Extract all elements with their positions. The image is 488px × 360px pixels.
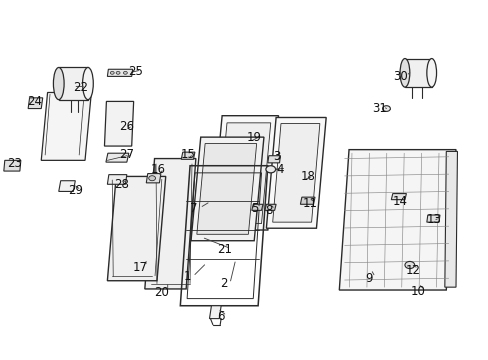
Polygon shape: [146, 174, 161, 183]
Text: 31: 31: [371, 102, 386, 115]
Text: 4: 4: [276, 163, 284, 176]
Polygon shape: [390, 194, 406, 200]
Polygon shape: [144, 158, 196, 289]
Text: 10: 10: [410, 285, 425, 298]
Ellipse shape: [426, 59, 436, 87]
Circle shape: [148, 176, 155, 181]
Text: 3: 3: [272, 150, 280, 163]
Text: 20: 20: [154, 286, 169, 299]
Polygon shape: [181, 152, 195, 159]
Polygon shape: [41, 93, 91, 160]
Text: 13: 13: [426, 213, 441, 226]
Polygon shape: [426, 215, 439, 222]
Polygon shape: [28, 98, 42, 109]
Text: 11: 11: [303, 197, 318, 210]
Polygon shape: [272, 123, 319, 222]
Polygon shape: [107, 175, 126, 184]
Circle shape: [110, 71, 114, 74]
Ellipse shape: [53, 67, 64, 100]
Text: 27: 27: [119, 148, 134, 162]
Ellipse shape: [82, 67, 93, 100]
Text: 2: 2: [220, 277, 227, 290]
Text: 22: 22: [73, 81, 87, 94]
Polygon shape: [251, 204, 263, 210]
Polygon shape: [209, 306, 221, 319]
Polygon shape: [267, 156, 280, 163]
Polygon shape: [404, 59, 431, 87]
Polygon shape: [264, 204, 276, 210]
Text: 5: 5: [251, 202, 258, 215]
Text: 18: 18: [300, 170, 314, 183]
Polygon shape: [339, 150, 455, 290]
Polygon shape: [59, 181, 75, 192]
Text: 17: 17: [132, 261, 147, 274]
Polygon shape: [266, 117, 325, 228]
Text: 12: 12: [405, 264, 419, 276]
Text: 24: 24: [27, 95, 42, 108]
Circle shape: [116, 71, 120, 74]
Polygon shape: [104, 102, 133, 146]
Polygon shape: [106, 153, 128, 162]
Text: 29: 29: [68, 184, 82, 197]
Text: 16: 16: [150, 163, 165, 176]
Text: 8: 8: [265, 204, 272, 217]
Text: 6: 6: [217, 310, 224, 323]
Polygon shape: [300, 197, 314, 204]
Text: 23: 23: [7, 157, 22, 170]
Circle shape: [265, 166, 275, 173]
Circle shape: [382, 106, 389, 111]
Text: 7: 7: [190, 202, 197, 215]
Ellipse shape: [399, 59, 409, 87]
Text: 9: 9: [365, 272, 372, 285]
Text: 28: 28: [114, 178, 129, 191]
Text: 21: 21: [217, 243, 232, 256]
Polygon shape: [211, 116, 278, 230]
Text: 26: 26: [119, 120, 134, 133]
Circle shape: [123, 71, 127, 74]
Polygon shape: [197, 144, 256, 234]
Text: 25: 25: [128, 64, 142, 77]
Circle shape: [404, 261, 414, 269]
Polygon shape: [107, 176, 165, 281]
Polygon shape: [191, 137, 264, 241]
Polygon shape: [444, 152, 457, 287]
Polygon shape: [217, 123, 270, 224]
Text: 15: 15: [180, 148, 195, 162]
Polygon shape: [107, 69, 132, 76]
Text: 1: 1: [183, 270, 190, 283]
Text: 19: 19: [246, 131, 261, 144]
Text: 14: 14: [392, 195, 407, 208]
Polygon shape: [4, 160, 21, 171]
Text: 30: 30: [392, 70, 407, 83]
Polygon shape: [59, 67, 88, 100]
